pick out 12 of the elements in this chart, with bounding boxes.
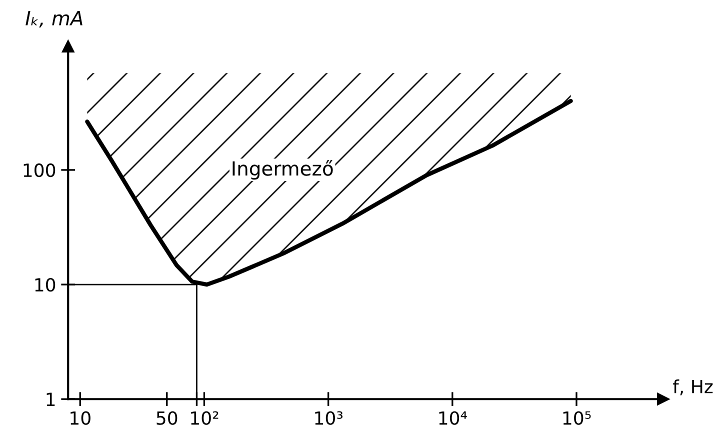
annotation: Ingermező bbox=[232, 160, 333, 180]
x-tick-label: 10² bbox=[191, 411, 218, 425]
y-tick-label: 100 bbox=[24, 163, 56, 178]
x-axis-title: f, Hz bbox=[672, 379, 713, 396]
y-tick-label: 1 bbox=[46, 392, 55, 406]
y-tick-label: 10 bbox=[35, 278, 56, 292]
x-tick-label: 10³ bbox=[315, 411, 343, 425]
x-tick-label: 10⁴ bbox=[439, 411, 467, 425]
x-tick-label: 10⁵ bbox=[563, 411, 591, 425]
x-tick-label: 50 bbox=[156, 411, 178, 425]
x-tick-label: 10 bbox=[70, 411, 90, 425]
y-axis-title: Iₖ, mA bbox=[26, 11, 82, 28]
